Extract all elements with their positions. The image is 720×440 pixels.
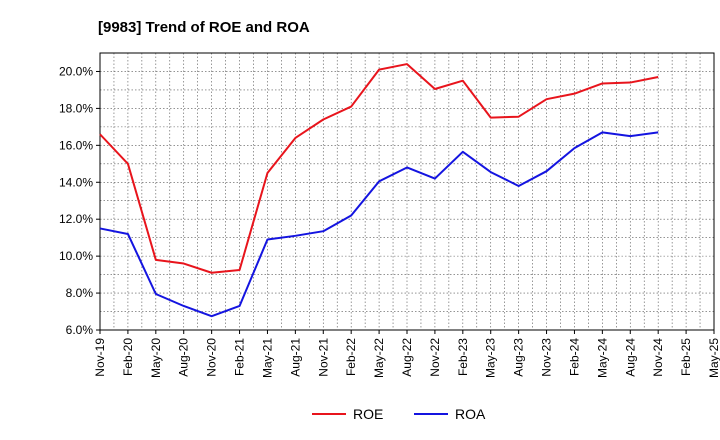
x-tick-label: May-20 xyxy=(149,338,163,378)
x-tick-label: Nov-21 xyxy=(316,338,330,377)
y-tick-label: 10.0% xyxy=(59,249,93,263)
x-tick-label: Nov-19 xyxy=(93,338,107,377)
x-tick-label: May-22 xyxy=(372,338,386,378)
x-tick-label: Feb-22 xyxy=(344,338,358,376)
x-axis: Nov-19 Feb-20 May-20 Aug-20 Nov-20 Feb-21 May-… xyxy=(93,330,720,378)
x-tick-label: May-21 xyxy=(260,338,274,378)
legend: ROE ROA xyxy=(312,406,486,422)
y-tick-label: 18.0% xyxy=(59,101,93,115)
x-tick-label: Aug-20 xyxy=(177,338,191,377)
x-tick-label: Aug-24 xyxy=(623,338,637,377)
y-tick-label: 14.0% xyxy=(59,175,93,189)
y-tick-label: 6.0% xyxy=(66,323,94,337)
series-lines xyxy=(99,63,659,318)
x-tick-label: Aug-21 xyxy=(288,338,302,377)
x-tick-label: Feb-25 xyxy=(679,338,693,376)
series-line-roa xyxy=(99,131,659,318)
x-tick-label: Feb-24 xyxy=(567,338,581,376)
x-tick-label: Feb-21 xyxy=(233,338,247,376)
grid-lines xyxy=(99,52,715,331)
x-tick-label: Nov-20 xyxy=(205,338,219,377)
legend-label-roe: ROE xyxy=(353,406,383,422)
y-tick-label: 20.0% xyxy=(59,64,93,78)
y-tick-label: 16.0% xyxy=(59,138,93,152)
y-tick-label: 8.0% xyxy=(66,286,94,300)
x-tick-label: May-23 xyxy=(484,338,498,378)
legend-label-roa: ROA xyxy=(455,406,486,422)
x-tick-label: Feb-23 xyxy=(456,338,470,376)
x-tick-label: Nov-23 xyxy=(540,338,554,377)
x-tick-label: Nov-22 xyxy=(428,338,442,377)
x-tick-label: Aug-22 xyxy=(400,338,414,377)
chart-title: [9983] Trend of ROE and ROA xyxy=(98,19,310,36)
y-tick-label: 12.0% xyxy=(59,212,93,226)
x-tick-label: Aug-23 xyxy=(512,338,526,377)
x-tick-label: Feb-20 xyxy=(121,338,135,376)
x-tick-label: May-25 xyxy=(707,338,720,378)
series-line-roe xyxy=(99,63,659,274)
x-tick-label: May-24 xyxy=(595,338,609,378)
y-axis: 6.0% 8.0% 10.0% 12.0% 14.0% 16.0% 18.0% 20.0% xyxy=(59,64,100,337)
x-tick-label: Nov-24 xyxy=(651,338,665,377)
